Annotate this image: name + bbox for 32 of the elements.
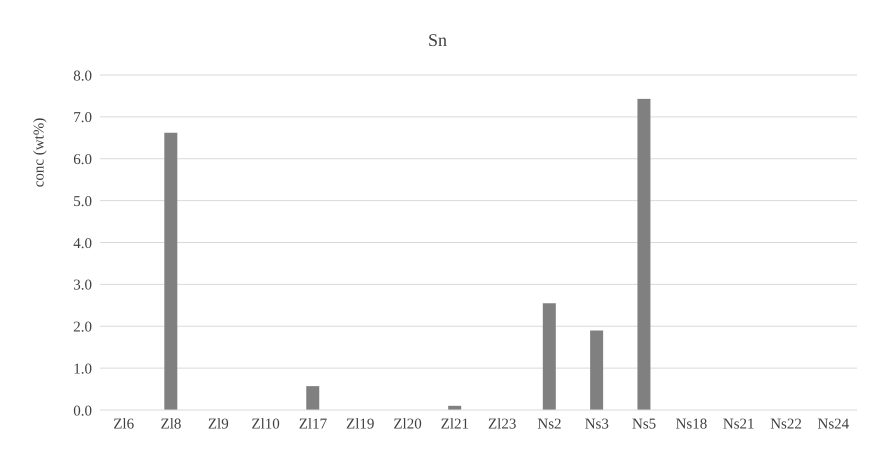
x-tick-label: Zl9 <box>208 416 229 433</box>
x-tick-label: Ns24 <box>818 416 850 433</box>
x-tick-label: Zl6 <box>113 416 135 433</box>
y-tick-label: 0.0 <box>73 403 92 420</box>
y-tick-label: 2.0 <box>73 320 92 336</box>
x-tick-label: Zl10 <box>251 416 280 433</box>
y-tick-label: 6.0 <box>73 152 92 168</box>
y-tick-label: 5.0 <box>73 194 92 210</box>
x-tick-label: Zl23 <box>488 416 516 433</box>
bar <box>590 330 604 410</box>
x-tick-label: Ns18 <box>676 416 708 433</box>
y-tick-label: 3.0 <box>73 278 92 294</box>
y-tick-label: 7.0 <box>73 110 92 126</box>
x-tick-label: Ns2 <box>537 416 562 433</box>
bar <box>306 386 320 410</box>
x-tick-label: Zl19 <box>346 416 374 433</box>
bar <box>542 303 556 410</box>
y-tick-label: 8.0 <box>73 68 92 84</box>
x-tick-label: Zl8 <box>160 416 182 433</box>
x-tick-label: Ns21 <box>722 416 755 433</box>
bar <box>637 98 650 410</box>
x-tick-label: Ns22 <box>770 416 802 433</box>
x-tick-label: Zl20 <box>393 416 422 433</box>
y-axis-title: conc (wt%) <box>31 118 48 188</box>
chart-title: Sn <box>426 30 448 51</box>
bar <box>164 132 178 410</box>
y-tick-label: 1.0 <box>73 361 92 378</box>
x-tick-label: Ns3 <box>584 416 609 433</box>
x-tick-label: Zl21 <box>440 416 470 433</box>
x-tick-label: Ns5 <box>632 416 656 433</box>
y-tick-label: 4.0 <box>73 236 92 252</box>
x-tick-label: Zl17 <box>298 416 328 433</box>
